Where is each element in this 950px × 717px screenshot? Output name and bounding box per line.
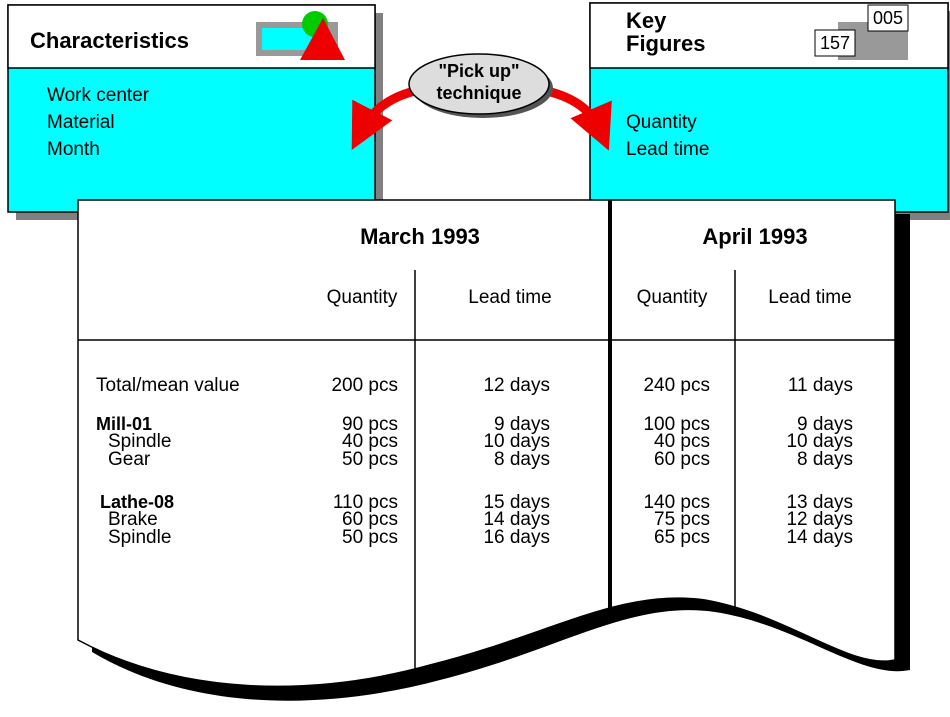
row-label: Spindle [108,527,171,548]
cell: 40 pcs [342,431,398,452]
box-title: Key [626,8,667,33]
cell: 60 pcs [654,449,710,470]
cell: 12 days [786,509,853,530]
cell: 16 days [483,527,550,548]
cell: 15 days [483,492,550,513]
cell: 40 pcs [654,431,710,452]
cell: 60 pcs [342,509,398,530]
cell: 90 pcs [342,414,398,435]
item: Work center [47,85,150,106]
item: Material [47,112,115,133]
cell: 11 days [788,375,853,396]
row-label: Total/mean value [96,375,240,396]
month-header: April 1993 [702,224,807,249]
box-title: Characteristics [30,28,189,53]
icon-number: 005 [873,8,903,28]
column-header: Quantity [637,287,708,308]
row-label: Mill-01 [96,414,152,434]
cell: 8 days [494,449,550,470]
box-title: Figures [626,31,705,56]
pick-up-label: technique [436,83,521,103]
cell: 110 pcs [333,492,398,513]
cell: 8 days [797,449,853,470]
item: Quantity [626,112,697,133]
column-header: Lead time [468,287,551,308]
row-label: Brake [108,509,158,530]
cell: 65 pcs [654,527,710,548]
report-paper [77,199,910,701]
cell: 240 pcs [643,375,710,396]
table: March 1993 April 1993 Quantity Lead time Qua… [96,224,853,548]
cell: 12 days [483,375,550,396]
cell: 9 days [797,414,853,435]
month-header: March 1993 [360,224,480,249]
icon-number: 157 [820,33,850,53]
row-label: Spindle [108,431,171,452]
cell: 14 days [483,509,550,530]
cell: 50 pcs [342,527,398,548]
column-header: Quantity [327,287,398,308]
key-figures-box: Key Figures 005 157 Quantity Lead time [589,2,950,220]
cell: 200 pcs [331,375,398,396]
column-header: Lead time [768,287,851,308]
item: Lead time [626,139,709,160]
cell: 13 days [786,492,853,513]
cell: 50 pcs [342,449,398,470]
pick-up: "Pick up" technique [351,53,612,151]
cell: 10 days [483,431,550,452]
row-label: Gear [108,449,151,470]
characteristics-box: Characteristics Work center Material Mon… [7,4,383,220]
row-label: Lathe-08 [100,492,174,512]
cell: 75 pcs [654,509,710,530]
cell: 10 days [786,431,853,452]
pick-up-label: "Pick up" [438,61,519,81]
cell: 100 pcs [643,414,710,435]
cell: 9 days [494,414,550,435]
cell: 140 pcs [643,492,710,513]
item: Month [47,139,100,160]
cell: 14 days [786,527,853,548]
